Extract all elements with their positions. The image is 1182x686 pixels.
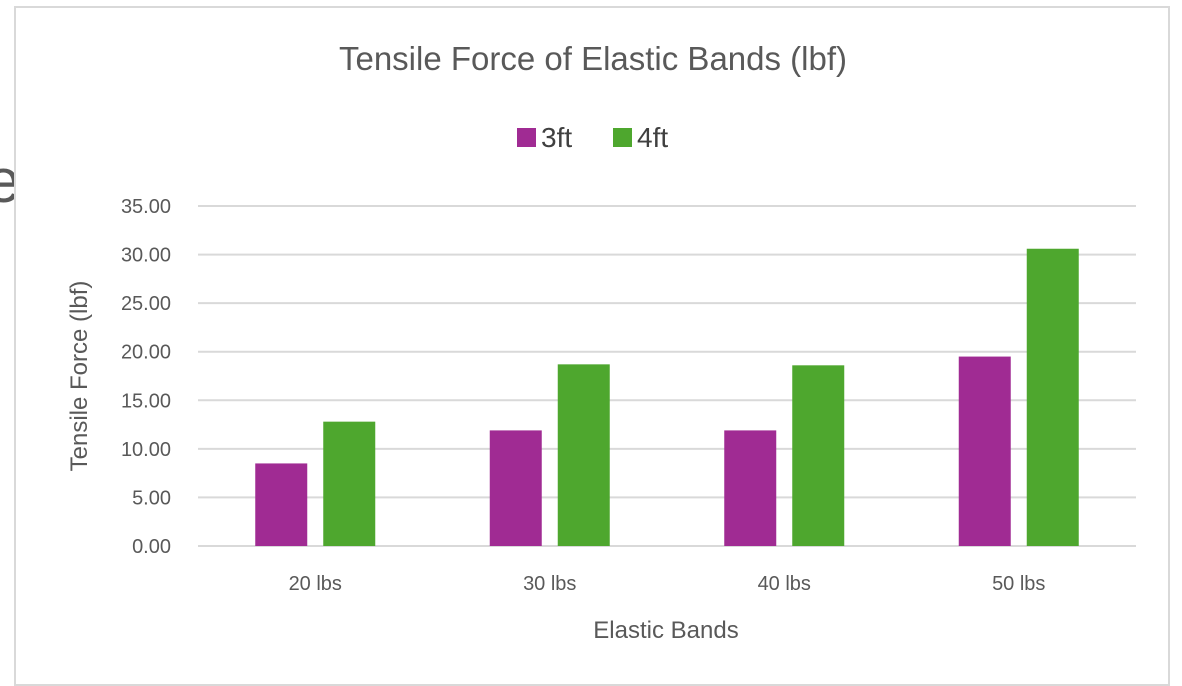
x-tick-label: 50 lbs — [992, 573, 1045, 595]
bar-4ft-40lbs[interactable] — [792, 365, 845, 546]
bar-3ft-50lbs[interactable] — [958, 356, 1011, 546]
y-tick-label: 0.00 — [132, 536, 171, 558]
x-axis-title: Elastic Bands — [593, 617, 738, 644]
x-axis-ticks: 20 lbs 30 lbs 40 lbs 50 lbs — [289, 573, 1046, 595]
y-tick-label: 15.00 — [121, 390, 171, 412]
legend-swatch-3ft — [517, 128, 536, 147]
y-axis-title: Tensile Force (lbf) — [66, 281, 93, 472]
legend-label-3ft: 3ft — [541, 122, 572, 153]
bar-3ft-20lbs[interactable] — [255, 463, 308, 546]
y-tick-label: 35.00 — [121, 196, 171, 218]
legend: 3ft 4ft — [517, 122, 668, 153]
chart-title: Tensile Force of Elastic Bands (lbf) — [339, 40, 847, 77]
legend-swatch-4ft — [613, 128, 632, 147]
chart-frame[interactable] — [14, 6, 1170, 686]
y-tick-label: 25.00 — [121, 293, 171, 315]
y-tick-label: 30.00 — [121, 245, 171, 267]
bar-4ft-30lbs[interactable] — [557, 364, 610, 546]
x-tick-label: 20 lbs — [289, 573, 342, 595]
y-axis-ticks: 0.00 5.00 10.00 15.00 20.00 25.00 30.00 35.00 — [121, 196, 171, 558]
x-tick-label: 40 lbs — [758, 573, 811, 595]
bars — [255, 248, 1079, 546]
bar-3ft-40lbs[interactable] — [724, 430, 777, 546]
y-tick-label: 10.00 — [121, 439, 171, 461]
x-tick-label: 30 lbs — [523, 573, 576, 595]
bar-4ft-50lbs[interactable] — [1026, 248, 1079, 546]
bar-3ft-30lbs[interactable] — [489, 430, 542, 546]
bar-4ft-20lbs[interactable] — [323, 421, 376, 546]
legend-label-4ft: 4ft — [637, 122, 668, 153]
y-tick-label: 5.00 — [132, 487, 171, 509]
y-tick-label: 20.00 — [121, 342, 171, 364]
